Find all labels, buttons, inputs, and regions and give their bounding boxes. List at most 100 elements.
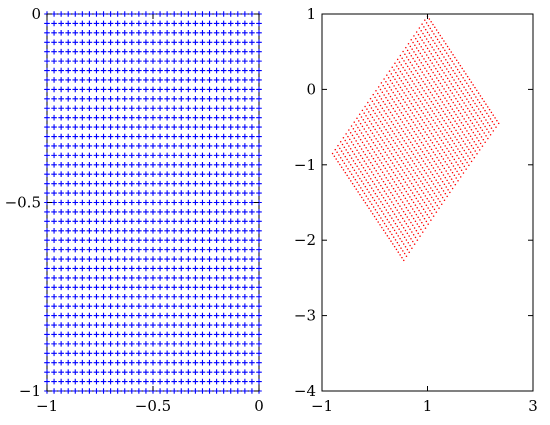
data-point — [393, 149, 396, 151]
data-point — [185, 20, 192, 27]
data-point — [402, 98, 404, 101]
data-point — [391, 114, 394, 116]
data-point — [206, 39, 213, 46]
data-point — [401, 153, 404, 155]
data-point — [164, 114, 170, 121]
data-point — [424, 179, 427, 181]
data-point — [429, 177, 431, 180]
data-point — [150, 369, 156, 375]
data-point — [384, 151, 386, 154]
data-point — [421, 199, 424, 201]
data-point — [378, 118, 380, 120]
data-point — [372, 157, 375, 160]
data-point — [442, 174, 445, 176]
data-point — [457, 100, 459, 103]
data-point — [444, 145, 446, 147]
data-point — [392, 107, 395, 110]
data-point — [256, 30, 262, 36]
data-point — [420, 173, 423, 176]
data-point — [463, 149, 466, 152]
right-plot-frame — [321, 13, 534, 392]
data-point — [150, 331, 156, 338]
data-point — [93, 246, 100, 253]
data-point — [390, 240, 392, 242]
data-point — [44, 284, 50, 291]
data-point — [464, 143, 466, 145]
data-point — [44, 303, 50, 309]
data-point — [79, 199, 86, 206]
data-point — [465, 73, 467, 75]
data-point — [164, 275, 170, 281]
data-point — [461, 162, 464, 165]
data-point — [86, 275, 93, 281]
data-point — [65, 114, 71, 121]
data-point — [441, 164, 444, 167]
data-point — [398, 93, 401, 95]
data-point — [431, 173, 434, 176]
data-point — [386, 234, 389, 237]
data-point — [396, 225, 399, 228]
data-point — [235, 218, 241, 225]
data-point — [44, 77, 50, 83]
data-point — [242, 209, 248, 215]
data-point — [114, 359, 121, 366]
data-point — [100, 171, 107, 178]
data-point — [199, 143, 206, 149]
data-point — [157, 209, 163, 215]
data-point — [199, 39, 206, 46]
data-point — [143, 190, 149, 196]
data-point — [249, 369, 255, 375]
data-point — [463, 102, 465, 104]
data-point — [451, 92, 454, 94]
data-point — [373, 151, 376, 153]
data-point — [424, 19, 426, 21]
data-point — [446, 77, 449, 80]
data-point — [458, 119, 461, 121]
data-point — [456, 75, 458, 77]
data-point — [114, 143, 121, 149]
data-point — [114, 67, 121, 74]
data-point — [461, 131, 464, 133]
data-point — [235, 388, 241, 394]
data-point — [453, 142, 456, 145]
data-point — [392, 91, 394, 94]
data-point — [150, 275, 156, 281]
data-point — [454, 104, 456, 106]
data-point — [178, 341, 185, 347]
data-point — [171, 293, 177, 300]
data-point — [435, 83, 437, 86]
data-point — [164, 152, 170, 159]
data-point — [406, 168, 408, 170]
data-point — [462, 140, 465, 143]
data-point — [220, 114, 227, 121]
data-point — [391, 146, 394, 148]
data-point — [476, 121, 478, 123]
data-point — [129, 209, 135, 215]
data-point — [462, 172, 465, 174]
data-point — [424, 131, 426, 133]
data-point — [171, 30, 177, 36]
data-point — [381, 91, 384, 93]
data-point — [387, 99, 389, 102]
data-point — [58, 293, 64, 300]
data-point — [435, 195, 438, 197]
data-point — [425, 156, 427, 158]
data-point — [415, 37, 417, 40]
data-point — [377, 188, 379, 191]
data-point — [444, 65, 446, 68]
data-point — [424, 163, 427, 165]
data-point — [72, 388, 79, 394]
data-point — [479, 126, 482, 129]
data-point — [455, 129, 457, 132]
data-point — [107, 341, 114, 347]
data-point — [374, 192, 377, 195]
data-point — [363, 176, 366, 178]
data-point — [171, 369, 177, 375]
data-point — [121, 190, 128, 196]
data-point — [432, 55, 434, 58]
data-point — [428, 18, 431, 20]
data-point — [372, 174, 375, 176]
data-point — [366, 124, 368, 126]
data-point — [164, 124, 170, 130]
data-point — [468, 126, 471, 128]
